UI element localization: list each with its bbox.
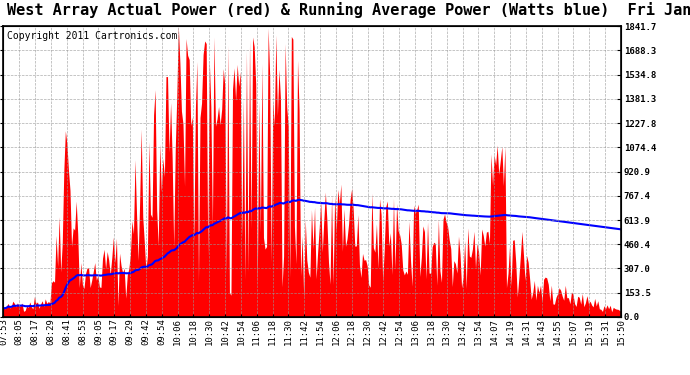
Text: West Array Actual Power (red) & Running Average Power (Watts blue)  Fri Jan 7  1: West Array Actual Power (red) & Running … [7,2,690,18]
Text: Copyright 2011 Cartronics.com: Copyright 2011 Cartronics.com [6,31,177,40]
